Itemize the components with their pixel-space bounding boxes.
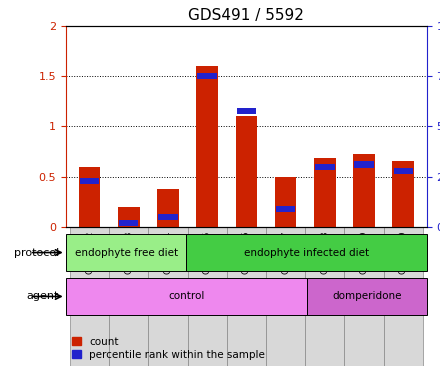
Bar — [237, 108, 256, 114]
Title: GDS491 / 5592: GDS491 / 5592 — [188, 8, 304, 23]
Bar — [276, 206, 295, 212]
Text: agent: agent — [26, 291, 59, 302]
FancyBboxPatch shape — [305, 227, 345, 366]
Bar — [157, 189, 179, 227]
Bar — [315, 164, 334, 169]
Text: protocol: protocol — [14, 247, 59, 258]
FancyBboxPatch shape — [70, 227, 109, 366]
FancyBboxPatch shape — [148, 227, 187, 366]
Text: GSM8669: GSM8669 — [359, 231, 369, 274]
Legend: count, percentile rank within the sample: count, percentile rank within the sample — [71, 336, 266, 361]
Bar — [353, 154, 375, 227]
Text: GSM8662: GSM8662 — [85, 231, 94, 274]
Bar — [66, 278, 307, 315]
Bar — [79, 167, 100, 227]
Bar — [118, 207, 139, 227]
FancyBboxPatch shape — [187, 227, 227, 366]
Bar — [392, 161, 414, 227]
FancyBboxPatch shape — [109, 227, 148, 366]
Text: GSM8670: GSM8670 — [399, 231, 408, 274]
Bar — [393, 168, 413, 173]
Bar — [186, 234, 427, 271]
Text: GSM8667: GSM8667 — [281, 231, 290, 274]
Bar — [66, 234, 186, 271]
Text: GSM8668: GSM8668 — [320, 231, 329, 274]
Text: GSM8664: GSM8664 — [164, 231, 172, 274]
Bar — [119, 220, 139, 226]
FancyBboxPatch shape — [384, 227, 423, 366]
FancyBboxPatch shape — [345, 227, 384, 366]
Text: endophyte free diet: endophyte free diet — [74, 247, 178, 258]
Bar — [158, 214, 178, 220]
Text: GSM8665: GSM8665 — [203, 231, 212, 274]
FancyBboxPatch shape — [227, 227, 266, 366]
Text: control: control — [168, 291, 205, 302]
Text: GSM8666: GSM8666 — [242, 231, 251, 274]
Text: domperidone: domperidone — [332, 291, 401, 302]
Text: endophyte infected diet: endophyte infected diet — [244, 247, 369, 258]
Bar — [314, 158, 336, 227]
Bar — [307, 278, 427, 315]
Bar — [275, 177, 297, 227]
FancyBboxPatch shape — [266, 227, 305, 366]
Bar — [354, 161, 374, 168]
Bar — [198, 73, 217, 79]
Bar — [235, 116, 257, 227]
Text: GSM8663: GSM8663 — [124, 231, 133, 274]
Bar — [196, 66, 218, 227]
Bar — [80, 178, 99, 184]
